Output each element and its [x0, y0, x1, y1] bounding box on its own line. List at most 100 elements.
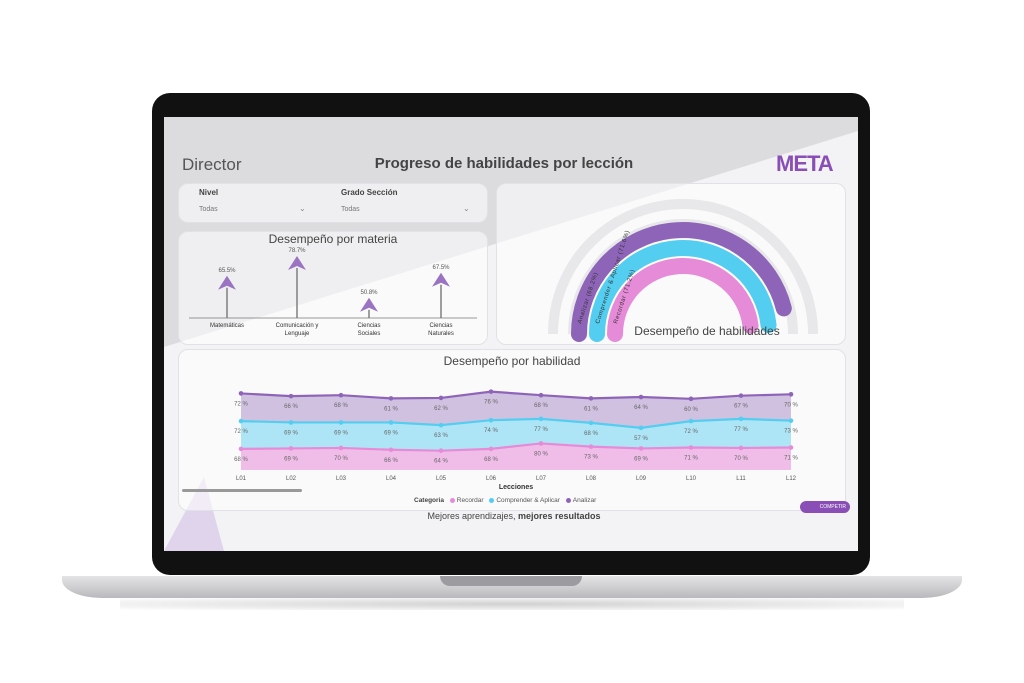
legend-analizar-swatch	[565, 497, 571, 503]
area-point	[638, 446, 644, 451]
filter-nivel-dropdown[interactable]: Todas	[199, 206, 218, 213]
area-point	[638, 394, 644, 400]
subject-value-label: 78.7%	[288, 248, 306, 254]
subject-category-label: Ciencias	[429, 323, 452, 329]
area-value-label: 60 %	[684, 407, 698, 413]
x-tick-label: L02	[286, 476, 297, 482]
area-point	[588, 396, 594, 401]
area-point	[288, 446, 294, 451]
legend-title: Categoria	[414, 497, 444, 504]
area-point	[788, 392, 794, 397]
area-series-line	[240, 390, 792, 400]
area-value-label: 77 %	[734, 427, 748, 433]
legend-recordar-swatch	[449, 497, 455, 503]
x-tick-label: L06	[486, 476, 497, 482]
area-value-label: 72 %	[684, 429, 698, 435]
area-value-label: 68 %	[334, 403, 348, 409]
x-tick-label: L04	[386, 476, 397, 482]
tagline-part1: Mejores aprendizajes,	[427, 511, 518, 521]
radial-bg-ring	[548, 199, 818, 335]
legend-comprender-swatch	[489, 497, 495, 503]
legend-analizar[interactable]: Analizar	[572, 497, 597, 504]
subject-category-label: Lenguaje	[285, 331, 310, 337]
area-point	[688, 418, 694, 424]
footer-tagline: Mejores aprendizajes, mejores resultados	[364, 511, 664, 521]
skills-chart-title: Desempeño de habilidades	[634, 324, 780, 338]
horizontal-scrollbar[interactable]	[182, 489, 302, 492]
area-point	[588, 444, 594, 449]
subject-value-label: 67.5%	[432, 265, 450, 271]
chart-legend: Categoria Recordar Comprender & Aplicar …	[414, 497, 596, 504]
area-point	[788, 445, 794, 450]
chevron-down-icon[interactable]: ⌄	[463, 204, 470, 213]
skills-performance-panel: Analizar (68.2%) Comprender & Aplicar (71…	[496, 183, 846, 345]
x-tick-label: L10	[686, 476, 697, 482]
area-point	[738, 416, 744, 422]
area-point	[488, 417, 494, 423]
area-point	[788, 418, 794, 423]
area-value-label: 73 %	[784, 429, 798, 435]
radial-bar	[607, 258, 759, 342]
subject-category-label: Comunicación y	[276, 323, 319, 329]
area-point	[588, 420, 594, 426]
subject-category-label: Matemáticas	[210, 323, 244, 329]
subject-category-label: Sociales	[358, 331, 381, 337]
x-tick-label: L12	[786, 476, 797, 482]
skills-radial-chart: Analizar (68.2%)Comprender & Aplicar (71…	[548, 199, 818, 342]
legend-comprender[interactable]: Comprender & Aplicar	[496, 497, 560, 504]
filter-nivel-label: Nivel	[199, 188, 219, 197]
area-value-label: 57 %	[634, 436, 648, 442]
area-value-label: 66 %	[284, 404, 298, 410]
tagline-part2: mejores resultados	[518, 511, 601, 521]
area-value-label: 68 %	[484, 457, 498, 463]
area-point	[288, 393, 294, 399]
area-point	[688, 396, 694, 402]
x-tick-label: L08	[586, 476, 597, 482]
role-label: Director	[182, 155, 242, 174]
area-point	[488, 389, 494, 394]
x-tick-label: L07	[536, 476, 547, 482]
subject-marker	[360, 297, 378, 312]
area-value-label: 69 %	[284, 430, 298, 436]
legend-recordar[interactable]: Recordar	[456, 497, 484, 504]
area-value-label: 62 %	[434, 406, 448, 412]
area-point	[638, 425, 644, 431]
area-point	[288, 420, 294, 425]
area-point	[438, 395, 444, 401]
x-tick-label: L05	[436, 476, 447, 482]
area-value-label: 67 %	[734, 404, 748, 410]
area-value-label: 63 %	[434, 433, 448, 439]
area-series-line	[240, 417, 792, 429]
subject-value-label: 65.5%	[218, 268, 236, 274]
page-title: Progreso de habilidades por lección	[374, 155, 634, 172]
area-value-label: 68 %	[584, 431, 598, 437]
area-value-label: 74 %	[484, 428, 498, 434]
area-value-label: 64 %	[434, 459, 448, 465]
area-value-label: 72 %	[234, 429, 248, 435]
chevron-down-icon[interactable]: ⌄	[299, 204, 306, 213]
area-point	[538, 441, 544, 446]
area-point	[538, 416, 544, 422]
filter-grado-dropdown[interactable]: Todas	[341, 206, 360, 213]
area-value-label: 70 %	[734, 456, 748, 462]
area-band	[241, 391, 791, 428]
area-value-label: 70 %	[784, 402, 798, 408]
area-value-label: 76 %	[484, 400, 498, 406]
laptop-base	[62, 576, 962, 598]
x-tick-label: L03	[336, 476, 347, 482]
area-value-label: 72 %	[234, 401, 248, 407]
area-point	[238, 418, 244, 424]
area-point	[488, 446, 494, 452]
area-point	[388, 447, 394, 453]
area-series-line	[240, 442, 792, 452]
area-point	[388, 396, 394, 401]
subject-marker	[218, 275, 236, 290]
area-point	[338, 392, 344, 398]
dashboard-screen: Director Progreso de habilidades por lec…	[164, 117, 858, 551]
area-value-label: 69 %	[284, 456, 298, 462]
x-axis-label: Lecciones	[499, 484, 533, 491]
area-value-label: 71 %	[684, 456, 698, 462]
subject-chart-title: Desempeño por materia	[268, 232, 398, 246]
subject-category-label: Naturales	[428, 331, 454, 337]
area-value-label: 69 %	[634, 456, 648, 462]
